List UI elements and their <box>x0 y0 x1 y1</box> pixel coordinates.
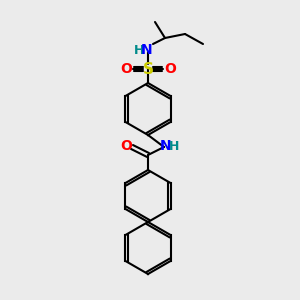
Text: H: H <box>134 44 144 56</box>
Text: O: O <box>120 139 132 153</box>
Text: N: N <box>141 43 153 57</box>
Text: O: O <box>164 62 176 76</box>
Text: O: O <box>120 62 132 76</box>
Text: N: N <box>160 139 172 153</box>
Text: S: S <box>142 61 154 76</box>
Text: H: H <box>169 140 179 152</box>
